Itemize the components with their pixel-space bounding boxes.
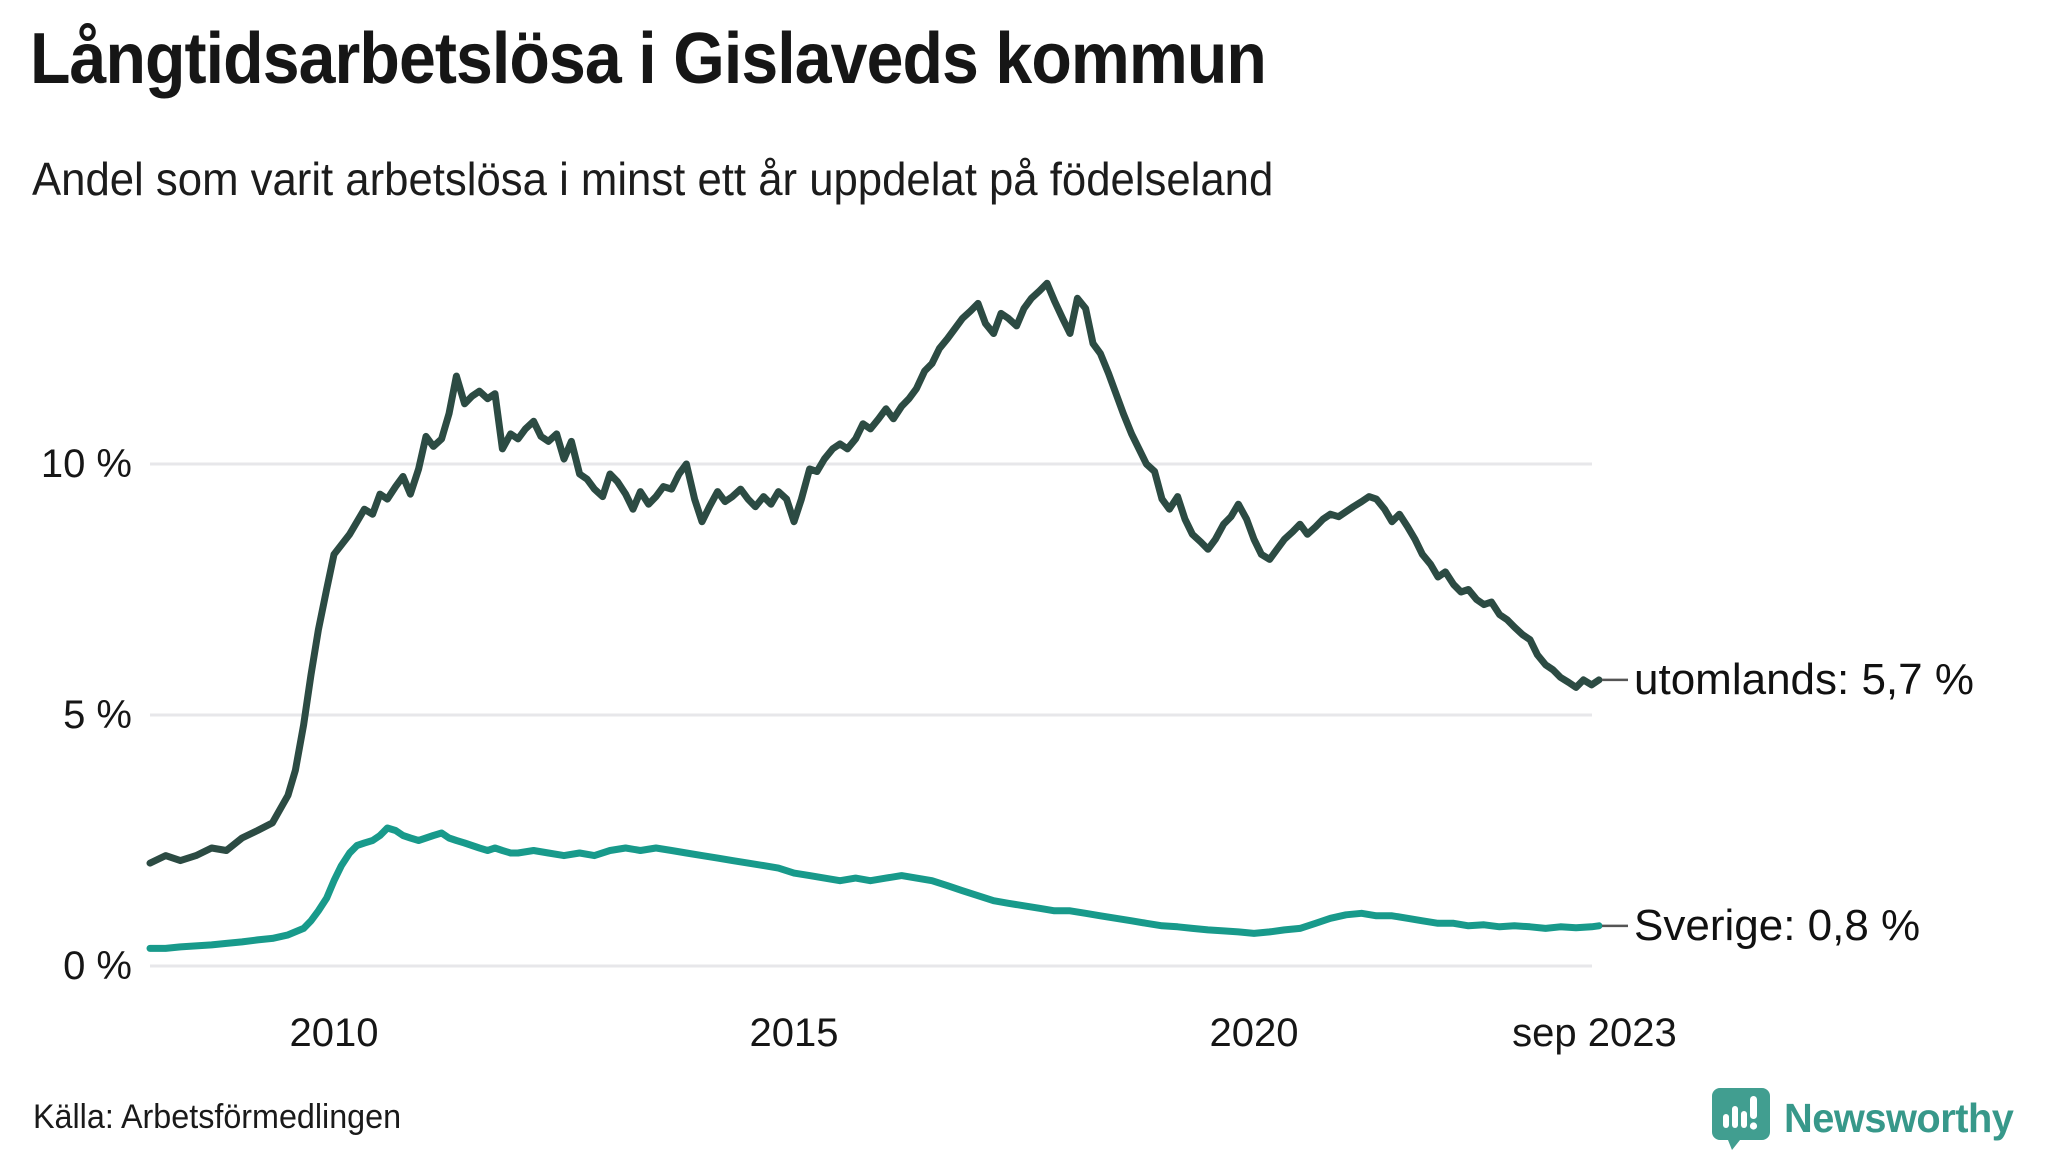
series-label-utomlands: utomlands: 5,7 % [1634,654,1974,704]
series-line-sverige [146,824,1603,952]
series-label-sverige: Sverige: 0,8 % [1634,900,1921,950]
source-note: Källa: Arbetsförmedlingen [33,1098,402,1136]
y-axis-tick-0: 0 % [63,944,132,988]
x-axis-tick-2015: 2015 [749,1011,839,1055]
newsworthy-brand: Newsworthy [1711,1086,2021,1150]
page-title: Långtidsarbetslösa i Gislaveds kommun [30,19,1267,99]
chart-subtitle: Andel som varit arbetslösa i minst ett å… [32,153,1274,205]
x-axis-tick-2010: 2010 [289,1011,379,1055]
series-line-utomlands [146,279,1603,867]
x-axis-tick-sep-2023: sep 2023 [1512,1011,1677,1055]
logo-bar-3 [1740,1111,1747,1128]
logo-exclamation-dot [1749,1122,1757,1130]
logo-bar-1 [1722,1114,1729,1128]
logo-exclamation-bar [1749,1096,1757,1119]
y-axis-tick-10: 10 % [40,442,132,486]
x-axis-tick-2020: 2020 [1209,1011,1299,1055]
y-axis-tick-5: 5 % [63,693,132,737]
brand-name: Newsworthy [1783,1094,2014,1141]
newsworthy-logo-icon [1711,1088,1770,1150]
logo-bar-2 [1731,1106,1738,1128]
